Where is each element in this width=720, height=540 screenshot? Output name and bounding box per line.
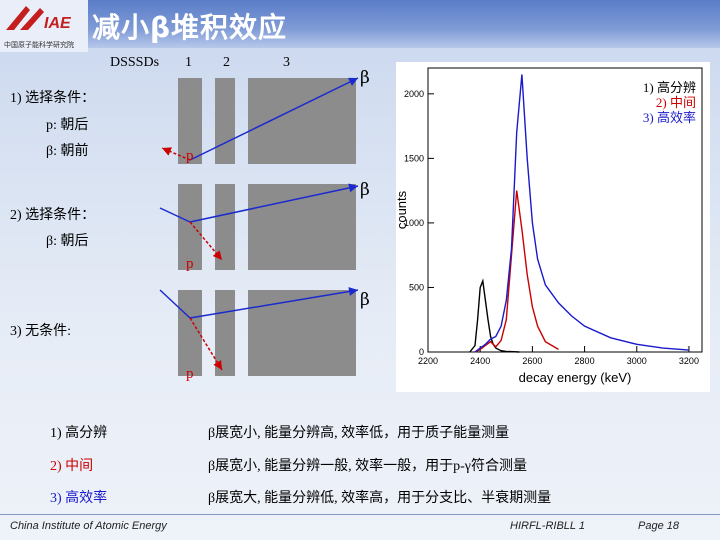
x-tick-label: 3000 bbox=[627, 356, 647, 366]
footer-divider bbox=[0, 514, 720, 515]
detector-number-3: 3 bbox=[283, 55, 290, 70]
footer-org: China Institute of Atomic Energy bbox=[10, 520, 167, 532]
x-tick-label: 2200 bbox=[418, 356, 438, 366]
condition-1-p: p: 朝后 bbox=[46, 118, 89, 133]
detector-1-row2 bbox=[178, 184, 202, 270]
series-line-1 bbox=[469, 278, 520, 353]
detector-number-2: 2 bbox=[223, 55, 230, 70]
beta-label-1: β bbox=[360, 68, 370, 88]
detector-3-row3 bbox=[248, 290, 356, 376]
beta-back-2 bbox=[159, 207, 191, 223]
y-tick-label: 2000 bbox=[404, 89, 424, 99]
dsssd-label: DSSSDs bbox=[110, 55, 160, 70]
footer-project: HIRFL-RIBLL 1 bbox=[510, 520, 585, 532]
org-name: 中国原子能科学研究院 bbox=[4, 40, 74, 49]
proton-arrow-3 bbox=[189, 317, 223, 371]
plot-frame bbox=[427, 67, 703, 353]
svg-text:IAE: IAE bbox=[44, 15, 72, 32]
y-tick-label: 500 bbox=[409, 282, 424, 292]
y-tick-label: 1000 bbox=[404, 218, 424, 228]
beta-label-3: β bbox=[360, 290, 370, 310]
summary-desc-3: β展宽大, 能量分辨低, 效率高，用于分支比、半衰期测量 bbox=[208, 491, 552, 506]
condition-1-title: 1) 选择条件： bbox=[10, 91, 96, 106]
ciae-logo-icon: IAE 中国原子能科学研究院 bbox=[4, 6, 74, 49]
legend-entry-2: 2) 中间 bbox=[656, 95, 696, 110]
detector-1-row1 bbox=[178, 78, 202, 164]
beta-arrow-2 bbox=[189, 183, 359, 223]
detector-number-1: 1 bbox=[185, 55, 192, 70]
decay-energy-chart: 2200 2400 2600 2800 3000 3200 0 500 1000 1500 2000… bbox=[394, 62, 710, 392]
detector-2-row1 bbox=[215, 78, 235, 164]
proton-arrow-1 bbox=[161, 147, 191, 161]
summary-label-3: 3) 高效率 bbox=[50, 491, 108, 506]
page-title: 减小β堆积效应 bbox=[92, 11, 288, 44]
summary-label-1: 1) 高分辨 bbox=[50, 426, 108, 441]
header-band bbox=[0, 0, 720, 48]
summary-desc-2: β展宽小, 能量分辨一般, 效率一般，用于p-γ符合测量 bbox=[208, 459, 527, 474]
y-tick-label: 1500 bbox=[404, 153, 424, 163]
detector-3-row1 bbox=[248, 78, 356, 164]
x-axis-label: decay energy (keV) bbox=[519, 370, 632, 385]
detector-2-row2 bbox=[215, 184, 235, 270]
proton-arrow-2 bbox=[189, 221, 223, 261]
detector-1-row3 bbox=[178, 290, 202, 376]
summary-desc-1: β展宽小, 能量分辨高, 效率低，用于质子能量测量 bbox=[208, 426, 510, 441]
chart-svg: 2200 2400 2600 2800 3000 3200 0 500 1000 1500 2000… bbox=[394, 67, 703, 385]
series-line-2 bbox=[474, 190, 559, 353]
beta-back-3 bbox=[159, 289, 191, 319]
x-tick-label: 2400 bbox=[470, 356, 490, 366]
x-tick-label: 2600 bbox=[522, 356, 542, 366]
condition-2-title: 2) 选择条件： bbox=[10, 208, 96, 223]
logo-area: IAE 中国原子能科学研究院 bbox=[0, 0, 88, 52]
beta-arrow-1 bbox=[189, 77, 359, 161]
x-tick-label: 2800 bbox=[575, 356, 595, 366]
summary-label-2: 2) 中间 bbox=[50, 459, 94, 474]
condition-1-beta: β: 朝前 bbox=[46, 144, 89, 159]
condition-3-title: 3) 无条件: bbox=[10, 324, 72, 339]
condition-2-beta: β: 朝后 bbox=[46, 234, 89, 249]
proton-label-1: p bbox=[186, 148, 194, 164]
beta-arrow-3 bbox=[189, 287, 359, 319]
beta-label-2: β bbox=[360, 180, 370, 200]
series-line-3 bbox=[474, 74, 690, 353]
proton-label-2: p bbox=[186, 256, 194, 272]
x-tick-label: 3200 bbox=[679, 356, 699, 366]
footer-page: Page 18 bbox=[638, 520, 679, 532]
proton-label-3: p bbox=[186, 366, 194, 382]
y-axis-label: counts bbox=[396, 190, 409, 229]
legend-entry-1: 1) 高分辨 bbox=[643, 80, 696, 95]
y-tick-label: 0 bbox=[419, 347, 424, 357]
legend-entry-3: 3) 高效率 bbox=[643, 110, 696, 125]
